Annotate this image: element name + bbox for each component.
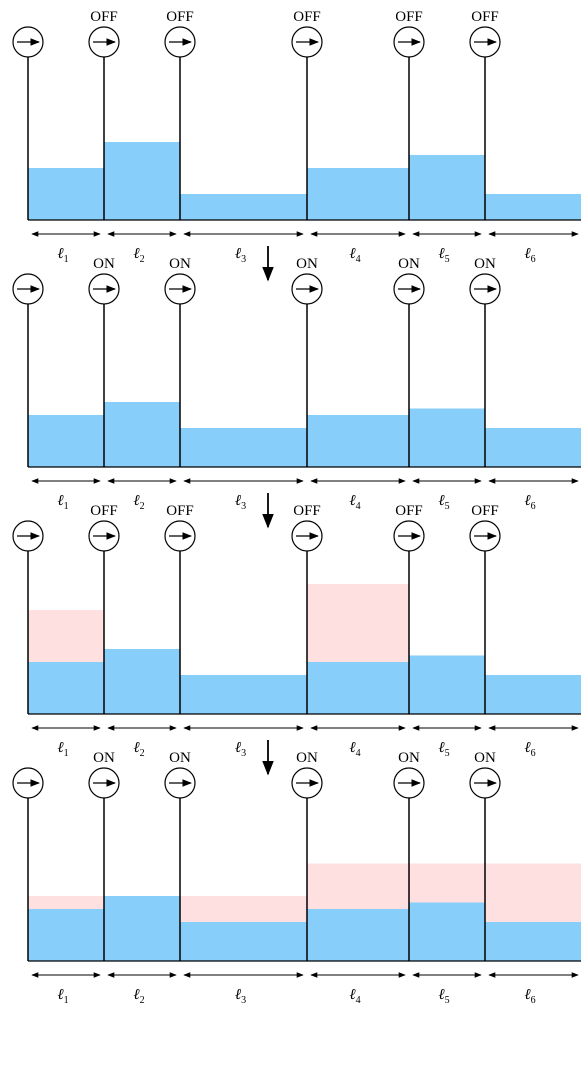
panel-1: OFF OFF OFF OFF OFF ℓ1 ℓ2 ℓ3 ℓ4 ℓ5 ℓ6 — [12, 9, 581, 265]
segment-label: ℓ6 — [524, 246, 535, 265]
valve-state-label: ON — [296, 256, 318, 272]
valve-state-label: ON — [93, 750, 115, 766]
valve-icon — [393, 273, 425, 305]
valve-state-label: OFF — [471, 503, 499, 519]
water-fill-tank-4 — [307, 662, 409, 714]
segment-label: ℓ6 — [524, 740, 535, 759]
valve-icon — [393, 767, 425, 799]
water-fill-tank-1 — [28, 415, 104, 467]
water-fill-tank-6 — [485, 922, 581, 961]
water-fill-tank-2 — [104, 402, 180, 467]
segment-label: ℓ2 — [133, 987, 144, 1006]
inlet-icon — [12, 520, 44, 552]
water-fill-tank-6 — [485, 428, 581, 467]
water-fill-tank-6 — [485, 675, 581, 714]
water-fill-tank-1 — [28, 662, 104, 714]
segment-label: ℓ2 — [133, 493, 144, 512]
valve-icon — [393, 520, 425, 552]
segment-label: ℓ3 — [235, 987, 246, 1006]
valve-state-label: OFF — [471, 9, 499, 25]
valve-state-label: OFF — [293, 503, 321, 519]
valve-state-label: OFF — [395, 9, 423, 25]
segment-label: ℓ1 — [57, 493, 68, 512]
valve-icon — [469, 26, 501, 58]
valve-icon — [164, 273, 196, 305]
panel-3: OFF OFF OFF OFF OFF ℓ1 ℓ2 ℓ3 ℓ4 ℓ5 ℓ6 — [12, 503, 581, 759]
valve-icon — [393, 26, 425, 58]
valve-icon — [88, 767, 120, 799]
segment-label: ℓ4 — [349, 493, 360, 512]
segment-label: ℓ6 — [524, 493, 535, 512]
valve-state-label: ON — [169, 256, 191, 272]
water-fill-tank-3 — [180, 194, 307, 220]
inlet-icon — [12, 767, 44, 799]
valve-state-label: ON — [474, 750, 496, 766]
water-fill-tank-4 — [307, 168, 409, 220]
valve-icon — [164, 767, 196, 799]
water-fill-tank-2 — [104, 142, 180, 220]
valve-icon — [291, 520, 323, 552]
segment-label: ℓ5 — [438, 987, 449, 1006]
segment-label: ℓ3 — [235, 246, 246, 265]
valve-icon — [291, 273, 323, 305]
valve-state-label: ON — [93, 256, 115, 272]
valve-state-label: OFF — [90, 9, 118, 25]
water-fill-tank-2 — [104, 896, 180, 961]
water-fill-tank-1 — [28, 909, 104, 961]
panel-2: ON ON ON ON ON ℓ1 ℓ2 ℓ3 ℓ4 ℓ5 ℓ6 — [12, 256, 581, 512]
inlet-icon — [12, 26, 44, 58]
valve-icon — [291, 767, 323, 799]
valve-state-label: OFF — [293, 9, 321, 25]
segment-label: ℓ2 — [133, 246, 144, 265]
valve-state-label: ON — [398, 750, 420, 766]
panel-4: ON ON ON ON ON ℓ1 ℓ2 ℓ3 ℓ4 ℓ5 ℓ6 — [12, 750, 581, 1006]
valve-icon — [164, 26, 196, 58]
water-fill-tank-2 — [104, 649, 180, 714]
valve-state-label: OFF — [395, 503, 423, 519]
valve-state-label: OFF — [90, 503, 118, 519]
water-fill-tank-6 — [485, 194, 581, 220]
segment-label: ℓ3 — [235, 740, 246, 759]
valve-icon — [88, 273, 120, 305]
segment-label: ℓ1 — [57, 246, 68, 265]
valve-state-label: ON — [474, 256, 496, 272]
segment-label: ℓ4 — [349, 246, 360, 265]
valve-icon — [469, 767, 501, 799]
valve-icon — [88, 26, 120, 58]
segment-label: ℓ2 — [133, 740, 144, 759]
valve-state-label: ON — [296, 750, 318, 766]
water-fill-tank-5 — [409, 902, 485, 961]
water-fill-tank-4 — [307, 415, 409, 467]
water-fill-tank-3 — [180, 922, 307, 961]
segment-label: ℓ4 — [349, 740, 360, 759]
valve-icon — [291, 26, 323, 58]
water-fill-tank-5 — [409, 155, 485, 220]
water-fill-tank-4 — [307, 909, 409, 961]
water-fill-tank-5 — [409, 655, 485, 714]
segment-label: ℓ1 — [57, 987, 68, 1006]
valve-icon — [469, 520, 501, 552]
segment-label: ℓ5 — [438, 246, 449, 265]
water-fill-tank-1 — [28, 168, 104, 220]
valve-icon — [164, 520, 196, 552]
water-fill-tank-3 — [180, 675, 307, 714]
valve-icon — [469, 273, 501, 305]
segment-label: ℓ5 — [438, 493, 449, 512]
valve-state-label: ON — [169, 750, 191, 766]
segment-label: ℓ6 — [524, 987, 535, 1006]
segment-label: ℓ5 — [438, 740, 449, 759]
valve-state-label: OFF — [166, 9, 194, 25]
segment-label: ℓ1 — [57, 740, 68, 759]
valve-state-label: ON — [398, 256, 420, 272]
valve-state-label: OFF — [166, 503, 194, 519]
water-fill-tank-5 — [409, 408, 485, 467]
water-fill-tank-3 — [180, 428, 307, 467]
valve-icon — [88, 520, 120, 552]
segment-label: ℓ4 — [349, 987, 360, 1006]
inlet-icon — [12, 273, 44, 305]
segment-label: ℓ3 — [235, 493, 246, 512]
